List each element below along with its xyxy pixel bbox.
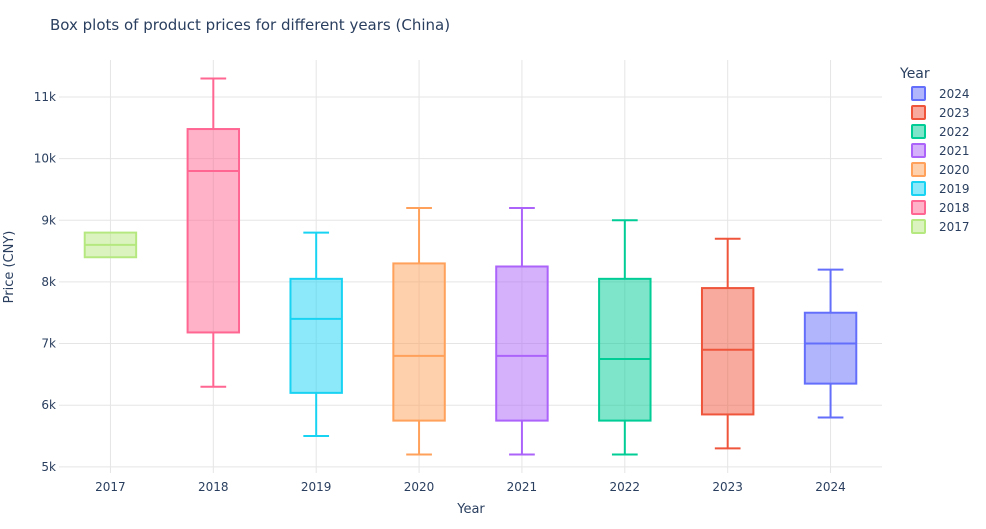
legend-swatch-2020	[911, 162, 926, 177]
legend-swatch-2023	[911, 105, 926, 120]
box-body-2018	[186, 128, 241, 334]
legend-item-2020[interactable]: 2020	[911, 162, 970, 177]
box-2022	[598, 219, 652, 456]
x-tick-label: 2018	[198, 480, 229, 494]
box-2019	[289, 231, 343, 438]
box-2023	[700, 237, 755, 450]
x-tick-label: 2020	[404, 480, 435, 494]
x-tick-label: 2022	[610, 480, 641, 494]
legend-label: 2019	[939, 182, 970, 196]
legend-label: 2020	[939, 163, 970, 177]
x-tick-label: 2019	[301, 480, 332, 494]
y-tick-label: 8k	[41, 275, 56, 289]
legend[interactable]: Year 2024 2023 2022 2021 2020 2019 2018 2017	[899, 66, 970, 234]
legend-item-2024[interactable]: 2024	[911, 86, 970, 101]
legend-item-2023[interactable]: 2023	[911, 105, 970, 120]
box-2017	[83, 231, 138, 259]
box-2024	[803, 268, 858, 419]
y-axis-label: Price (CNY)	[2, 231, 17, 304]
x-tick-label: 2017	[95, 480, 126, 494]
legend-item-2019[interactable]: 2019	[911, 181, 970, 196]
box-body-2023	[700, 287, 755, 416]
legend-swatch-2018	[911, 200, 926, 215]
box-body-2022	[598, 277, 652, 422]
box-body-2019	[289, 277, 343, 394]
legend-item-2021[interactable]: 2021	[911, 143, 970, 158]
legend-item-2022[interactable]: 2022	[911, 124, 970, 139]
y-tick-label: 10k	[34, 152, 56, 166]
box-2021	[495, 206, 549, 456]
x-tick-label: 2024	[815, 480, 846, 494]
legend-label: 2017	[939, 220, 970, 234]
y-tick-label: 6k	[41, 398, 56, 412]
legend-swatch-2024	[911, 86, 926, 101]
legend-label: 2024	[939, 87, 970, 101]
boxes	[83, 77, 858, 456]
x-tick-labels: 2017 2018 2019 2020 2021 2022 2023 2024	[95, 480, 846, 494]
legend-swatch-2019	[911, 181, 926, 196]
legend-title: Year	[899, 66, 930, 82]
chart-title: Box plots of product prices for differen…	[50, 16, 450, 34]
y-tick-label: 5k	[41, 460, 56, 474]
grid	[59, 60, 882, 473]
x-tick-label: 2021	[507, 480, 538, 494]
box-body-2024	[803, 311, 858, 385]
legend-label: 2023	[939, 106, 970, 120]
legend-item-2018[interactable]: 2018	[911, 200, 970, 215]
legend-label: 2021	[939, 144, 970, 158]
y-tick-label: 7k	[41, 337, 56, 351]
legend-label: 2018	[939, 201, 970, 215]
box-body-2020	[392, 262, 446, 422]
box-2020	[392, 206, 446, 456]
box-2018	[186, 77, 241, 388]
y-tick-label: 11k	[34, 90, 56, 104]
y-tick-label: 9k	[41, 213, 56, 227]
legend-swatch-2021	[911, 143, 926, 158]
y-tick-labels: 5k 6k 7k 8k 9k 10k 11k	[34, 90, 56, 474]
legend-label: 2022	[939, 125, 970, 139]
box-body-2021	[495, 265, 549, 422]
legend-swatch-2017	[911, 219, 926, 234]
x-axis-label: Year	[456, 502, 485, 517]
legend-swatch-2022	[911, 124, 926, 139]
legend-item-2017[interactable]: 2017	[911, 219, 970, 234]
x-tick-label: 2023	[712, 480, 743, 494]
